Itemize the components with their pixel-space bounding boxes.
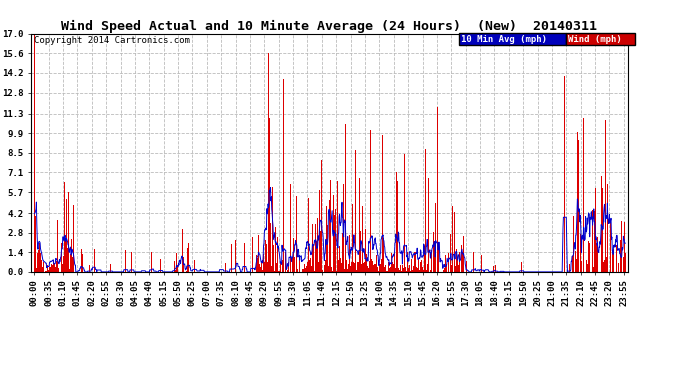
Title: Wind Speed Actual and 10 Minute Average (24 Hours)  (New)  20140311: Wind Speed Actual and 10 Minute Average … <box>61 20 598 33</box>
Text: Wind (mph): Wind (mph) <box>568 34 622 44</box>
Text: Copyright 2014 Cartronics.com: Copyright 2014 Cartronics.com <box>34 36 190 45</box>
Text: 10 Min Avg (mph): 10 Min Avg (mph) <box>461 34 547 44</box>
